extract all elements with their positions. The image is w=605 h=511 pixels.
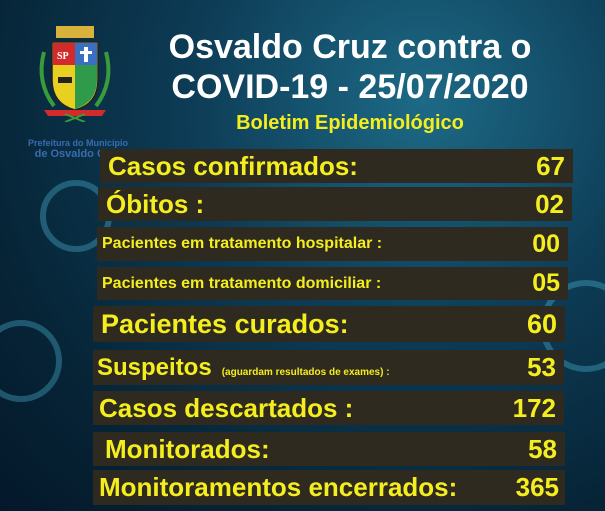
stat-note: (aguardam resultados de exames) : <box>221 366 390 378</box>
stat-label: Pacientes em tratamento hospitalar : <box>102 235 383 252</box>
logo-caption: Prefeitura do Município de Osvaldo Cruz <box>28 138 128 160</box>
subtitle: Boletim Epidemiológico <box>236 112 464 134</box>
stat-value: 53 <box>527 352 556 382</box>
title-line2: COVID-19 - 25/07/2020 <box>171 68 529 106</box>
stat-label: Suspeitos <box>97 353 212 381</box>
stat-value: 02 <box>535 188 564 219</box>
stat-value: 05 <box>532 269 560 297</box>
stat-row-hospital: Pacientes em tratamento hospitalar : 00 <box>97 227 568 261</box>
stat-row-deaths: Óbitos : 02 <box>98 187 572 221</box>
stat-label: Pacientes em tratamento domiciliar : <box>102 274 382 292</box>
stat-row-monitoring-closed: Monitoramentos encerrados: 365 <box>93 470 565 505</box>
stat-value: 00 <box>532 229 560 258</box>
stat-value: 60 <box>526 308 557 339</box>
stat-value: 67 <box>536 150 565 181</box>
stat-label: Casos descartados : <box>99 392 354 423</box>
stat-value: 172 <box>512 392 556 423</box>
stat-row-monitored: Monitorados: 58 <box>93 432 565 466</box>
svg-text:SP: SP <box>57 51 69 62</box>
title-line1: Osvaldo Cruz contra o <box>168 28 532 66</box>
stat-label: Pacientes curados: <box>101 308 349 339</box>
stat-row-home: Pacientes em tratamento domiciliar : 05 <box>97 267 568 300</box>
logo-caption-line1: Prefeitura do Município <box>28 138 129 148</box>
stat-label: Óbitos : <box>106 188 205 219</box>
stat-label: Monitorados: <box>105 433 270 464</box>
municipal-coat-of-arms-logo: SP <box>30 22 120 123</box>
stat-label: Monitoramentos encerrados: <box>99 472 458 502</box>
logo-caption-line2: de Osvaldo Cruz <box>34 148 122 160</box>
stat-row-discarded: Casos descartados : 172 <box>93 391 564 425</box>
stat-value: 365 <box>515 472 559 502</box>
stat-label: Casos confirmados: <box>108 150 358 181</box>
stat-row-confirmed: Casos confirmados: 67 <box>100 149 573 183</box>
virus-decoration <box>0 320 62 402</box>
stat-value: 58 <box>528 433 557 464</box>
stat-row-recovered: Pacientes curados: 60 <box>93 306 565 342</box>
stat-row-suspected: Suspeitos (aguardam resultados de exames)… <box>93 350 564 385</box>
